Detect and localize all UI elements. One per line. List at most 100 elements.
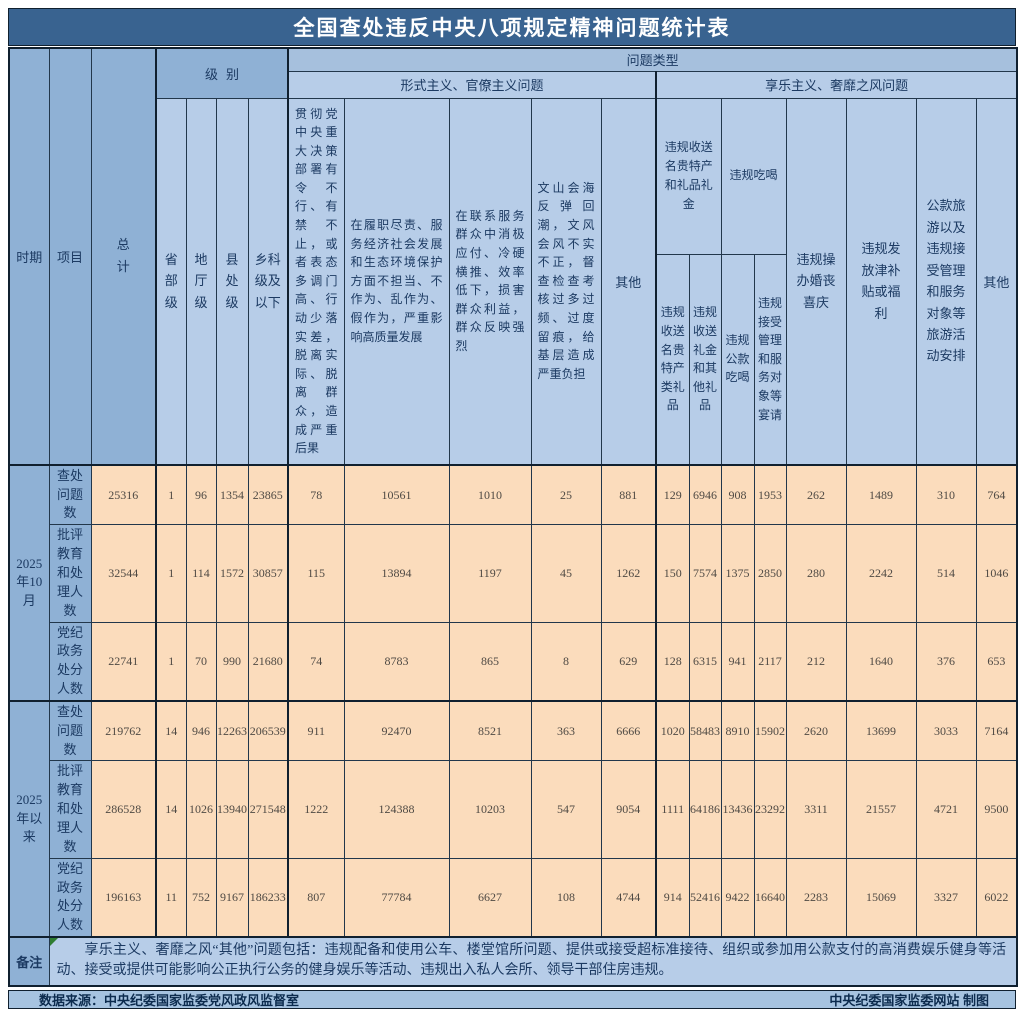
data-cell: 23865 [247,463,289,526]
data-cell: 286528 [90,760,157,859]
data-cell: 807 [287,857,345,938]
data-cell: 8521 [448,699,532,762]
data-cell: 911 [287,699,345,762]
data-cell: 25 [530,463,602,526]
footer-bar: 数据来源：中央纪委国家监委党风政风监督室 中央纪委国家监委网站 制图 [8,989,1016,1009]
data-cell: 9054 [600,760,657,859]
data-cell: 52416 [688,857,722,938]
data-cell: 376 [915,621,977,702]
data-cell: 32544 [90,524,157,623]
data-cell: 2283 [785,857,847,938]
note-label: 备注 [8,936,50,987]
header-weddings-funerals: 违规操办婚丧喜庆 [785,97,847,466]
data-row: 批评教育和处理人数 286528 14 1026 13940 271548 1222 1243… [9,760,1018,859]
data-cell: 764 [975,463,1018,526]
data-cell: 1222 [287,760,345,859]
data-cell: 1026 [185,760,217,859]
data-cell: 2117 [753,621,787,702]
data-cell: 14 [155,760,187,859]
data-cell: 11 [155,857,187,938]
data-cell: 881 [600,463,657,526]
header-level-group: 级别 [154,47,289,99]
data-cell: 15902 [753,699,787,762]
data-cell: 108 [530,857,602,938]
data-cell: 941 [720,621,755,702]
header-dining-public-funds: 违规公款吃喝 [720,253,755,466]
header-level-county: 县处级 [215,97,249,466]
data-row: 党纪政务处分人数 196163 11 752 9167 186233 807 77784 662… [9,857,1018,938]
data-cell: 92470 [343,699,450,762]
data-cell: 280 [785,524,847,623]
data-cell: 1640 [845,621,917,702]
data-cell: 128 [655,621,690,702]
header-level-prefecture: 地厅级 [185,97,217,466]
data-cell: 547 [530,760,602,859]
data-cell: 1 [155,621,187,702]
header-formalism-other: 其他 [600,97,657,466]
data-cell: 1111 [655,760,690,859]
data-row: 批评教育和处理人数 32544 1 114 1572 30857 115 13894 1197 4… [9,524,1018,623]
data-cell: 12263 [215,699,249,762]
header-level-provincial: 省部级 [155,97,187,466]
data-cell: 1262 [600,524,657,623]
data-cell: 13894 [343,524,450,623]
data-source-text: 数据来源：中央纪委国家监委党风政风监督室 [39,992,300,1008]
data-row: 2025年10月 查处问题数 25316 1 96 1354 23865 78 10561 101… [8,463,1018,702]
header-allowances: 违规发放津补贴或福利 [845,97,917,466]
data-cell: 219762 [90,699,157,762]
item-label-cell: 批评教育和处理人数 [48,760,92,859]
page-title-text: 全国查处违反中央八项规定精神问题统计表 [293,17,731,40]
data-cell: 629 [600,621,657,702]
item-label-cell: 查处问题数 [48,463,92,526]
data-cell: 4721 [915,760,977,859]
data-cell: 1046 [975,524,1018,623]
item-label-cell: 批评教育和处理人数 [48,524,92,623]
header-gifts-cash: 违规收送礼金和其他礼品 [688,253,722,466]
data-cell: 15069 [845,857,917,938]
data-cell: 45 [530,524,602,623]
data-cell: 186233 [247,857,289,938]
data-cell: 865 [448,621,532,702]
data-cell: 16640 [753,857,787,938]
data-cell: 9500 [975,760,1018,859]
data-cell: 13940 [215,760,249,859]
note-cell: 享乐主义、奢靡之风“其他”问题包括：违规配备和使用公车、楼堂馆所问题、提供或接受… [48,936,1018,987]
data-cell: 1489 [845,463,917,526]
data-cell: 262 [785,463,847,526]
data-cell: 10203 [448,760,532,859]
data-cell: 196163 [90,857,157,938]
data-cell: 78 [287,463,345,526]
data-cell: 129 [655,463,690,526]
data-cell: 3033 [915,699,977,762]
data-cell: 2620 [785,699,847,762]
header-item: 项目 [48,47,92,466]
header-dining-group: 违规吃喝 [720,97,787,255]
data-cell: 1197 [448,524,532,623]
data-cell: 6666 [600,699,657,762]
data-cell: 70 [185,621,217,702]
data-cell: 914 [655,857,690,938]
header-period: 时期 [8,47,50,466]
data-row: 党纪政务处分人数 22741 1 70 990 21680 74 8783 865 8 629 128… [9,621,1018,702]
data-cell: 3311 [785,760,847,859]
header-formalism-col-4: 文山会海反弹回潮，文风会风不实不正，督查检查考核过多过频、过度留痕，给基层造成严… [530,97,602,466]
statistics-table: 时期 项目 总计 级别 问题类型 形式主义、官僚主义问题 享乐主义、奢靡之风问题… [8,47,1019,987]
credit-text: 中央纪委国家监委网站 制图 [829,992,989,1008]
data-cell: 1 [155,463,187,526]
header-formalism-col-1: 贯彻党中央重大决策部署有令不行、有禁不止，或者表态多调门高、行动少落实差，脱离实… [287,97,345,466]
table-body: 2025年10月 查处问题数 25316 1 96 1354 23865 78 10561 101… [8,463,1018,938]
data-cell: 13699 [845,699,917,762]
header-public-funded-travel: 公款旅游以及违规接受管理和服务对象等旅游活动安排 [915,97,977,466]
header-hedonism-other: 其他 [975,97,1018,466]
header-dining-banquets: 违规接受管理和服务对象等宴请 [753,253,787,466]
page-title: 全国查处违反中央八项规定精神问题统计表 [8,8,1016,46]
cell-corner-marker [49,938,58,947]
data-cell: 96 [185,463,217,526]
data-cell: 124388 [343,760,450,859]
data-cell: 1572 [215,524,249,623]
period-cell: 2025年以来 [8,699,50,938]
data-cell: 990 [215,621,249,702]
data-cell: 1375 [720,524,755,623]
data-cell: 271548 [247,760,289,859]
header-formalism-group: 形式主义、官僚主义问题 [287,70,657,99]
